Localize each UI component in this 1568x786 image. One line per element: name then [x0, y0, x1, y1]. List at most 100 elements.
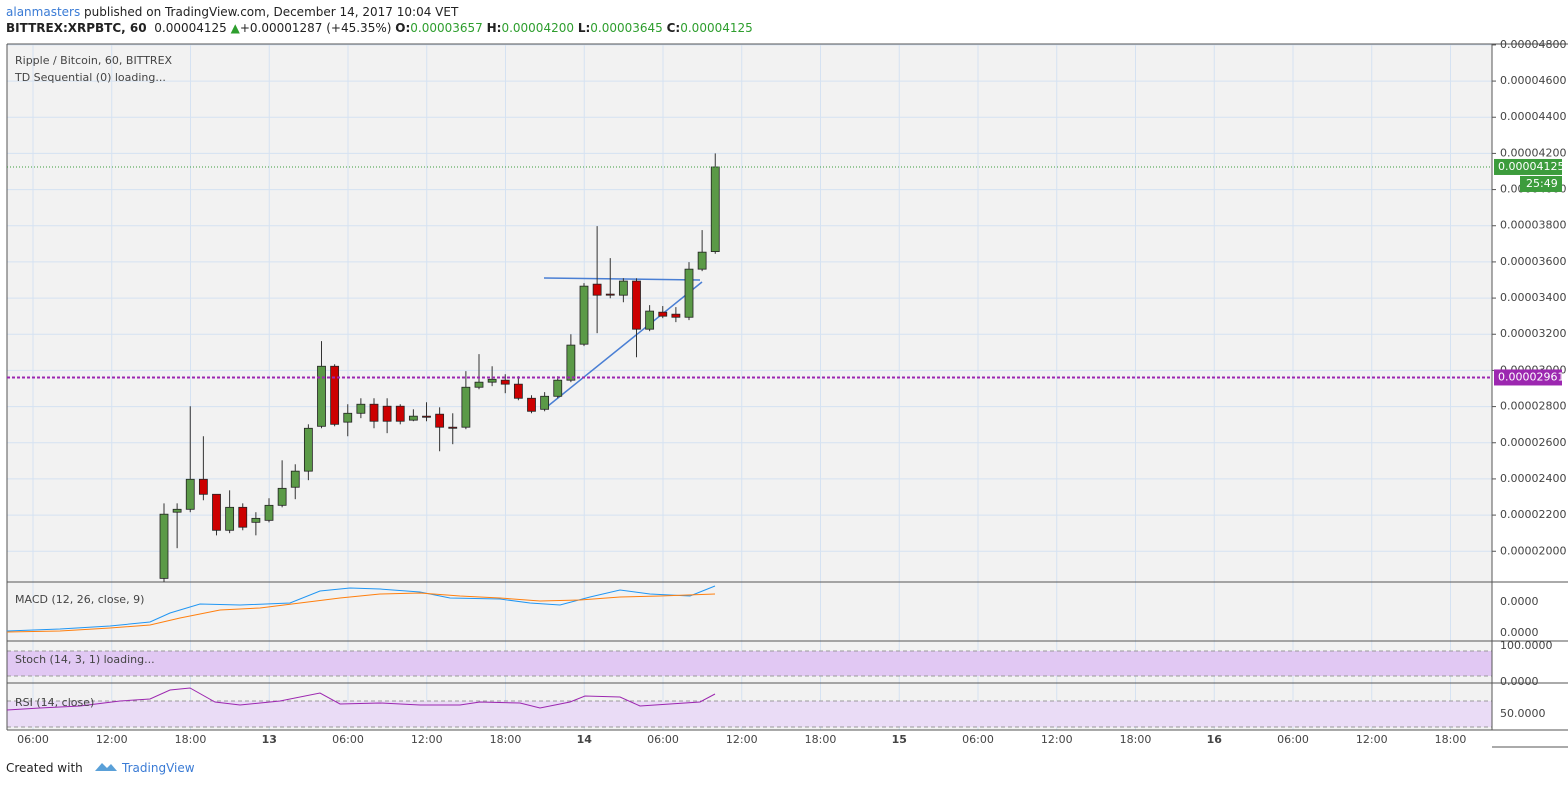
candle-body — [605, 293, 615, 296]
trendlines — [543, 277, 703, 407]
stoch-bottom: 0.0000 — [1500, 675, 1539, 688]
x-tick-label: 06:00 — [647, 733, 679, 746]
x-tick-label: 18:00 — [1435, 733, 1467, 746]
macd-signal — [6, 592, 716, 633]
y-tick-label: 0.00003200 — [1500, 327, 1566, 340]
candle-body — [540, 395, 550, 410]
brand[interactable]: TradingView — [122, 761, 195, 775]
candle-body — [697, 251, 707, 270]
arrow: ▲ — [230, 21, 240, 35]
rsi-line — [6, 687, 716, 711]
y-tick-label: 0.00004600 — [1500, 74, 1566, 87]
candle-body — [408, 415, 418, 421]
y-tick-label: 0.00003800 — [1500, 219, 1566, 232]
candle-body — [474, 381, 484, 388]
rsi-band — [7, 701, 1492, 727]
y-tick-label: 0.00002400 — [1500, 472, 1566, 485]
y-tick-label: 0.00004800 — [1500, 38, 1566, 51]
candle-body — [592, 283, 602, 296]
x-tick-label: 18:00 — [490, 733, 522, 746]
candle-body — [290, 470, 300, 488]
stoch-band — [7, 651, 1492, 676]
candle-body — [487, 378, 497, 383]
pane-bg — [7, 44, 1492, 730]
countdown-tag — [1520, 175, 1562, 192]
y-tick-label: 0.00002600 — [1500, 436, 1566, 449]
header: alanmasters published on TradingView.com… — [6, 4, 753, 36]
candle-body — [264, 504, 274, 521]
countdown: 25:49 — [1526, 177, 1558, 190]
candle-body — [317, 365, 326, 427]
x-tick-label: 18:00 — [175, 733, 207, 746]
candle-body — [579, 285, 589, 345]
chart: Ripple / Bitcoin, 60, BITTREX TD Sequent… — [6, 38, 1568, 748]
candle-body — [435, 413, 445, 428]
candle-body — [343, 412, 353, 423]
h-label: H: — [486, 21, 502, 35]
pane-borders — [6, 43, 1568, 748]
level-tag — [1494, 369, 1562, 386]
x-tick-label: 14 — [577, 733, 593, 746]
candle-body — [553, 379, 563, 397]
macd-line — [6, 585, 716, 632]
candle-body — [198, 478, 208, 495]
y-tick-label: 0.00004400 — [1500, 110, 1566, 123]
candle-body — [172, 508, 182, 513]
stoch-top: 100.0000 — [1500, 639, 1553, 652]
x-tick-label: 06:00 — [17, 733, 49, 746]
x-tick-label: 12:00 — [1356, 733, 1388, 746]
logo — [95, 763, 118, 771]
x-tick-label: 12:00 — [726, 733, 758, 746]
stoch-title: Stoch (14, 3, 1) loading... — [15, 653, 155, 666]
x-tick-label: 15 — [892, 733, 907, 746]
candle-body — [185, 478, 195, 510]
candle-body — [369, 403, 379, 422]
candle-body — [238, 506, 248, 528]
candle-body — [212, 493, 221, 531]
candle-body — [618, 280, 628, 296]
rsi-title: RSI (14, close) — [15, 696, 94, 709]
c-label: C: — [666, 21, 681, 35]
pane-title: Ripple / Bitcoin, 60, BITTREX — [15, 54, 173, 67]
published: published on TradingView.com, December 1… — [84, 5, 459, 19]
last: 0.00004125 — [154, 21, 227, 35]
candle-body — [448, 426, 458, 429]
author[interactable]: alanmasters — [6, 5, 81, 19]
candle-body — [159, 513, 169, 579]
x-tick-label: 12:00 — [1041, 733, 1073, 746]
candle-body — [684, 268, 694, 318]
level-label: 0.00002961 — [1498, 370, 1564, 383]
candle-body — [395, 405, 405, 422]
x-tick-label: 16 — [1207, 733, 1223, 746]
candle-body — [277, 487, 287, 506]
candle-body — [658, 311, 668, 317]
x-tick-label: 06:00 — [962, 733, 994, 746]
footer: Created with TradingView — [6, 760, 195, 775]
candle-body — [527, 397, 536, 412]
change: +0.00001287 (+45.35%) — [239, 21, 392, 35]
macd-top: 0.0000 — [1500, 595, 1539, 608]
candle-body — [251, 517, 261, 523]
last-price-label: 0.00004125 — [1498, 160, 1564, 173]
candle-body — [645, 310, 655, 330]
candle-body — [225, 506, 235, 531]
h: 0.00004200 — [501, 21, 574, 35]
candle-body — [513, 383, 523, 399]
x-tick-label: 13 — [262, 733, 277, 746]
created: Created with — [6, 761, 83, 775]
macd-bottom: 0.0000 — [1500, 626, 1539, 639]
y-tick-label: 0.00002800 — [1500, 400, 1566, 413]
y-tick-label: 0.00003400 — [1500, 291, 1566, 304]
last-price-tag — [1494, 158, 1562, 175]
candle-body — [632, 280, 641, 330]
o: 0.00003657 — [410, 21, 483, 35]
macd-title: MACD (12, 26, close, 9) — [15, 593, 144, 606]
x-tick-label: 18:00 — [805, 733, 837, 746]
grid — [7, 44, 1492, 730]
x-tick-label: 06:00 — [1277, 733, 1309, 746]
symbol: BITTREX:XRPBTC, 60 — [6, 21, 147, 35]
y-tick-label: 0.00002200 — [1500, 508, 1566, 521]
x-tick-label: 12:00 — [411, 733, 443, 746]
c: 0.00004125 — [680, 21, 753, 35]
